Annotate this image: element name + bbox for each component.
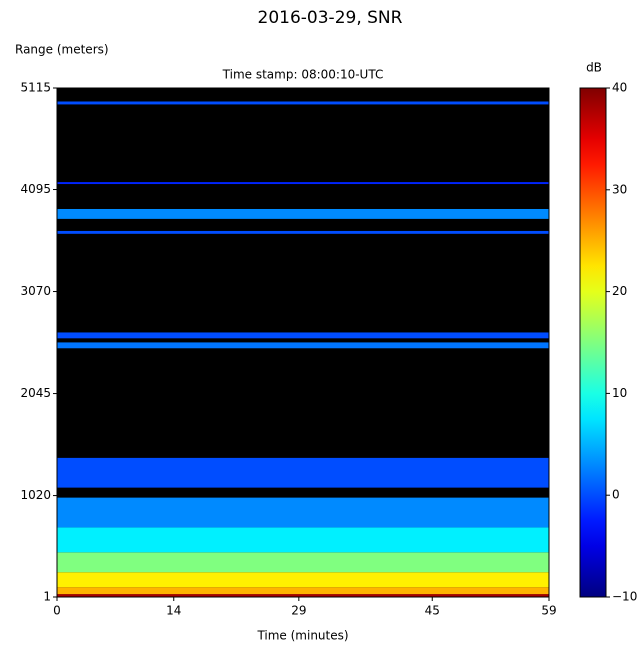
heatmap-cell [57, 88, 549, 102]
x-tick-label: 45 [425, 604, 440, 618]
colorbar-label: dB [586, 61, 602, 75]
y-axis-label: Range (meters) [15, 43, 109, 57]
y-tick-label: 2045 [20, 386, 51, 400]
heatmap-cell [57, 587, 549, 595]
colorbar-tick-label: −10 [612, 590, 637, 604]
heatmap-cell [57, 208, 549, 219]
heatmap-cell [57, 233, 549, 333]
heatmap-cell [57, 182, 549, 185]
plot-frame [56, 87, 550, 598]
heatmap-cell [57, 332, 549, 339]
y-tick-label: 4095 [20, 182, 51, 196]
heatmap-cell [57, 104, 549, 183]
heatmap-cell [57, 101, 549, 105]
heatmap-cell [57, 497, 549, 528]
colorbar-tick-label: 40 [612, 81, 627, 95]
x-axis-label: Time (minutes) [256, 629, 348, 643]
y-tick-label: 5115 [20, 81, 51, 95]
heatmap-cell [57, 184, 549, 209]
colorbar [579, 87, 607, 598]
heatmap-cell [57, 572, 549, 588]
subtitle: Time stamp: 08:00:10-UTC [222, 68, 384, 82]
colorbar-tick-label: 20 [612, 284, 627, 298]
colorbar-tick-label: 10 [612, 386, 627, 400]
x-tick-label: 0 [53, 604, 61, 618]
heatmap-cell [57, 230, 549, 234]
x-tick-label: 29 [291, 604, 306, 618]
y-tick-label: 1020 [20, 488, 51, 502]
heatmap-cell [57, 527, 549, 553]
heatmap-cell [57, 457, 549, 488]
heatmap-cell [57, 487, 549, 498]
x-tick-label: 59 [541, 604, 556, 618]
y-tick-label: 3070 [20, 284, 51, 298]
x-tick-label: 14 [166, 604, 181, 618]
heatmap-cell [57, 338, 549, 343]
heatmap-cell [57, 342, 549, 349]
chart-title: 2016-03-29, SNR [258, 8, 403, 28]
y-tick-label: 1 [43, 590, 51, 604]
colorbar-tick-label: 0 [612, 488, 620, 502]
colorbar-tick-label: 30 [612, 182, 627, 196]
heatmap-cell [57, 348, 549, 458]
heatmap-cell [57, 218, 549, 231]
heatmap-cell [57, 594, 549, 597]
heatmap-cell [57, 552, 549, 573]
